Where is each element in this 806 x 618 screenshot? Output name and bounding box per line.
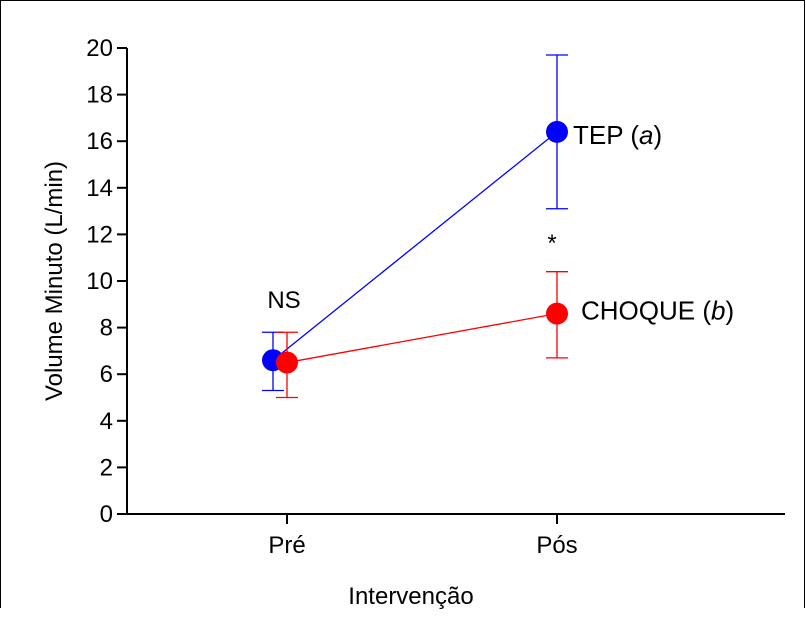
x-axis-title: Intervenção — [348, 583, 473, 610]
y-tick-label: 4 — [100, 408, 113, 435]
data-point — [546, 120, 568, 143]
series-line — [272, 131, 558, 361]
y-tick-label: 14 — [86, 175, 113, 202]
x-tick-label: Pós — [536, 532, 577, 559]
y-tick-label: 18 — [86, 82, 113, 109]
y-tick-label: 12 — [86, 221, 113, 248]
data-point — [546, 302, 568, 325]
annotation-ns: NS — [267, 287, 300, 314]
y-tick-label: 16 — [86, 128, 113, 155]
y-tick-label: 10 — [86, 268, 113, 295]
y-tick-label: 6 — [100, 361, 113, 388]
series-label: CHOQUE (b) — [581, 296, 734, 326]
annotation-significance: * — [547, 230, 556, 257]
y-tick-label: 0 — [100, 501, 113, 528]
y-tick-label: 2 — [100, 454, 113, 481]
y-tick-label: 20 — [86, 35, 113, 62]
y-axis-title: Volume Minuto (L/min) — [41, 161, 68, 401]
series-line — [286, 312, 558, 364]
x-tick-label: Pré — [268, 532, 305, 559]
series-label: TEP (a) — [573, 120, 662, 150]
y-tick-label: 8 — [100, 315, 113, 342]
data-point — [276, 351, 298, 374]
